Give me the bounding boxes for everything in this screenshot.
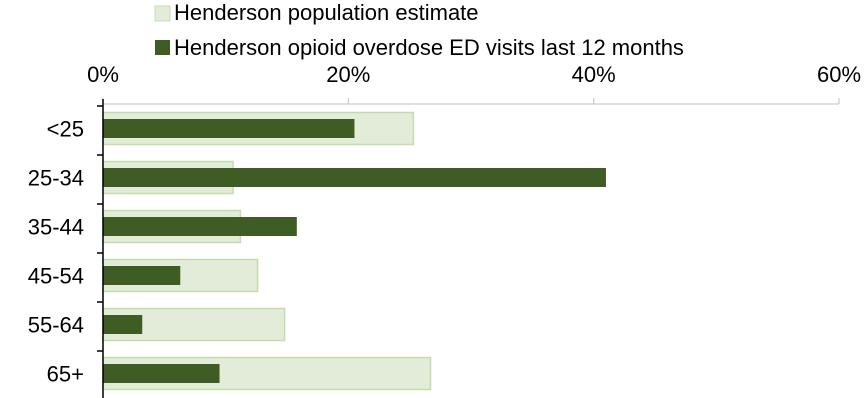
legend-swatch-population (154, 5, 171, 22)
x-tick-label: 20% (326, 62, 370, 87)
category-label: 55-64 (28, 313, 84, 338)
x-tick-label: 40% (572, 62, 616, 87)
bar-overdose (103, 119, 355, 138)
category-label: 45-54 (28, 264, 84, 289)
legend: Henderson population estimate Henderson … (154, 0, 684, 60)
legend-swatch-overdose (155, 40, 170, 55)
x-tick-label: 0% (87, 62, 119, 87)
bar-overdose (103, 364, 220, 383)
category-label: <25 (47, 117, 84, 142)
plot-area: 0% 20% 40% 60% <25 25-34 35-44 45-54 55-64 65+ (28, 62, 861, 398)
bar-overdose (103, 315, 143, 334)
legend-label-population: Henderson population estimate (174, 0, 479, 25)
category-label: 35-44 (28, 215, 84, 240)
category-label: 65+ (47, 362, 84, 387)
category-label: 25-34 (28, 166, 84, 191)
bar-overdose (103, 168, 606, 187)
legend-label-overdose: Henderson opioid overdose ED visits last… (174, 35, 684, 60)
bar-overdose (103, 266, 181, 285)
bar-overdose (103, 217, 297, 236)
x-tick-label: 60% (817, 62, 861, 87)
